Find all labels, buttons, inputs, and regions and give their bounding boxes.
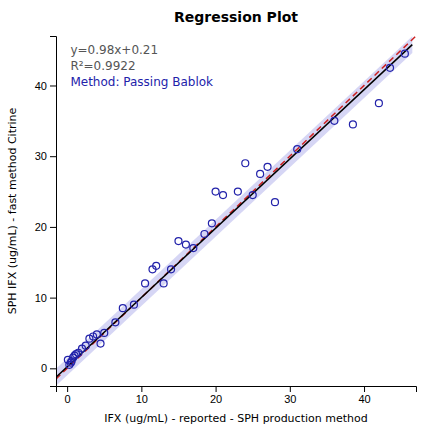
point	[212, 188, 219, 195]
tick-label: 20	[35, 221, 47, 233]
tick-label: 30	[284, 393, 296, 405]
point	[375, 100, 382, 107]
annotation: y=0.98x+0.21	[70, 43, 158, 57]
point	[234, 188, 241, 195]
plot-area	[56, 36, 416, 386]
tick: 30	[35, 150, 56, 162]
tick-label: 40	[358, 393, 370, 405]
tick: 20	[210, 386, 222, 405]
tick-label: 0	[41, 362, 47, 374]
annotation: R²=0.9922	[70, 59, 135, 73]
regression-line	[56, 45, 412, 378]
point	[142, 280, 149, 287]
point	[271, 199, 278, 206]
point	[82, 342, 89, 349]
tick: 30	[284, 386, 296, 405]
tick-mark	[141, 386, 142, 392]
point	[160, 280, 167, 287]
x-axis-label: IFX (ug/mL) - reported - SPH production …	[104, 412, 367, 425]
tick-label: 40	[35, 80, 47, 92]
tick-mark	[50, 368, 56, 369]
tick: 0	[41, 362, 56, 374]
tick-mark	[67, 386, 68, 392]
tick-label: 0	[65, 393, 71, 405]
tick: 0	[65, 386, 71, 405]
point	[190, 245, 197, 252]
identity-line	[56, 36, 416, 379]
tick-mark	[50, 85, 56, 86]
tick-mark	[216, 386, 217, 392]
tick-label: 20	[210, 393, 222, 405]
confidence-band	[56, 36, 412, 386]
tick-label: 30	[35, 150, 47, 162]
point	[93, 331, 100, 338]
point	[264, 163, 271, 170]
point	[97, 340, 104, 347]
point	[387, 64, 394, 71]
tick: 40	[35, 80, 56, 92]
point	[119, 305, 126, 312]
tick-mark	[50, 298, 56, 299]
point	[75, 349, 82, 356]
axis-line	[50, 37, 57, 387]
y-axis: 0 10 20 30 40	[35, 37, 57, 387]
tick-mark	[50, 227, 56, 228]
point	[112, 319, 119, 326]
point	[401, 50, 408, 57]
point	[201, 230, 208, 237]
tick-label: 10	[136, 393, 148, 405]
point	[242, 160, 249, 167]
chart: 0 10 20 30 40 0 10 20 30 40 Regression Plot IFX (ug…	[0, 0, 432, 432]
tick-mark	[364, 386, 365, 392]
tick-label: 10	[35, 292, 47, 304]
point	[175, 238, 182, 245]
point	[130, 301, 137, 308]
point	[220, 192, 227, 199]
axis-line	[57, 387, 417, 393]
y-axis-label: SPH IFX (ug/mL) - fast method Citrine	[6, 108, 19, 315]
point	[101, 329, 108, 336]
points	[64, 50, 408, 368]
point	[208, 220, 215, 227]
point	[331, 117, 338, 124]
point	[294, 146, 301, 153]
tick: 20	[35, 221, 56, 233]
tick: 10	[35, 292, 56, 304]
tick: 10	[136, 386, 148, 405]
point	[168, 266, 175, 273]
title: Regression Plot	[174, 9, 298, 25]
point	[349, 121, 356, 128]
tick-mark	[290, 386, 291, 392]
tick-mark	[50, 156, 56, 157]
annotation: Method: Passing Bablok	[70, 75, 213, 89]
x-axis: 0 10 20 30 40	[57, 386, 417, 405]
point	[257, 170, 264, 177]
annotations: y=0.98x+0.21 R²=0.9922 Method: Passing Bab…	[70, 43, 213, 89]
point	[249, 192, 256, 199]
point	[182, 241, 189, 248]
tick: 40	[358, 386, 370, 405]
point	[153, 262, 160, 269]
